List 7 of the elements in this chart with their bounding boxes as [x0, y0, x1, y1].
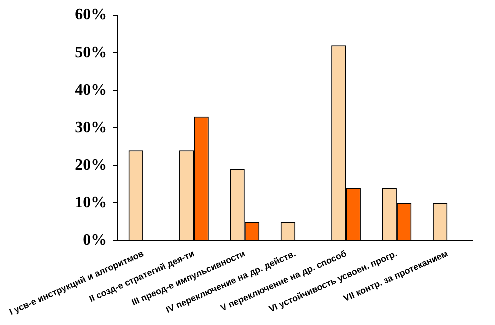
y-tick-label: 60% — [75, 6, 108, 24]
y-tick-label: 50% — [75, 44, 108, 62]
y-tick-label: 40% — [75, 82, 108, 99]
y-tick-label: 20% — [75, 156, 108, 174]
y-tick-label: 0% — [83, 232, 108, 249]
y-tick-label: 10% — [75, 194, 108, 212]
y-tick-label: 30% — [75, 119, 108, 136]
